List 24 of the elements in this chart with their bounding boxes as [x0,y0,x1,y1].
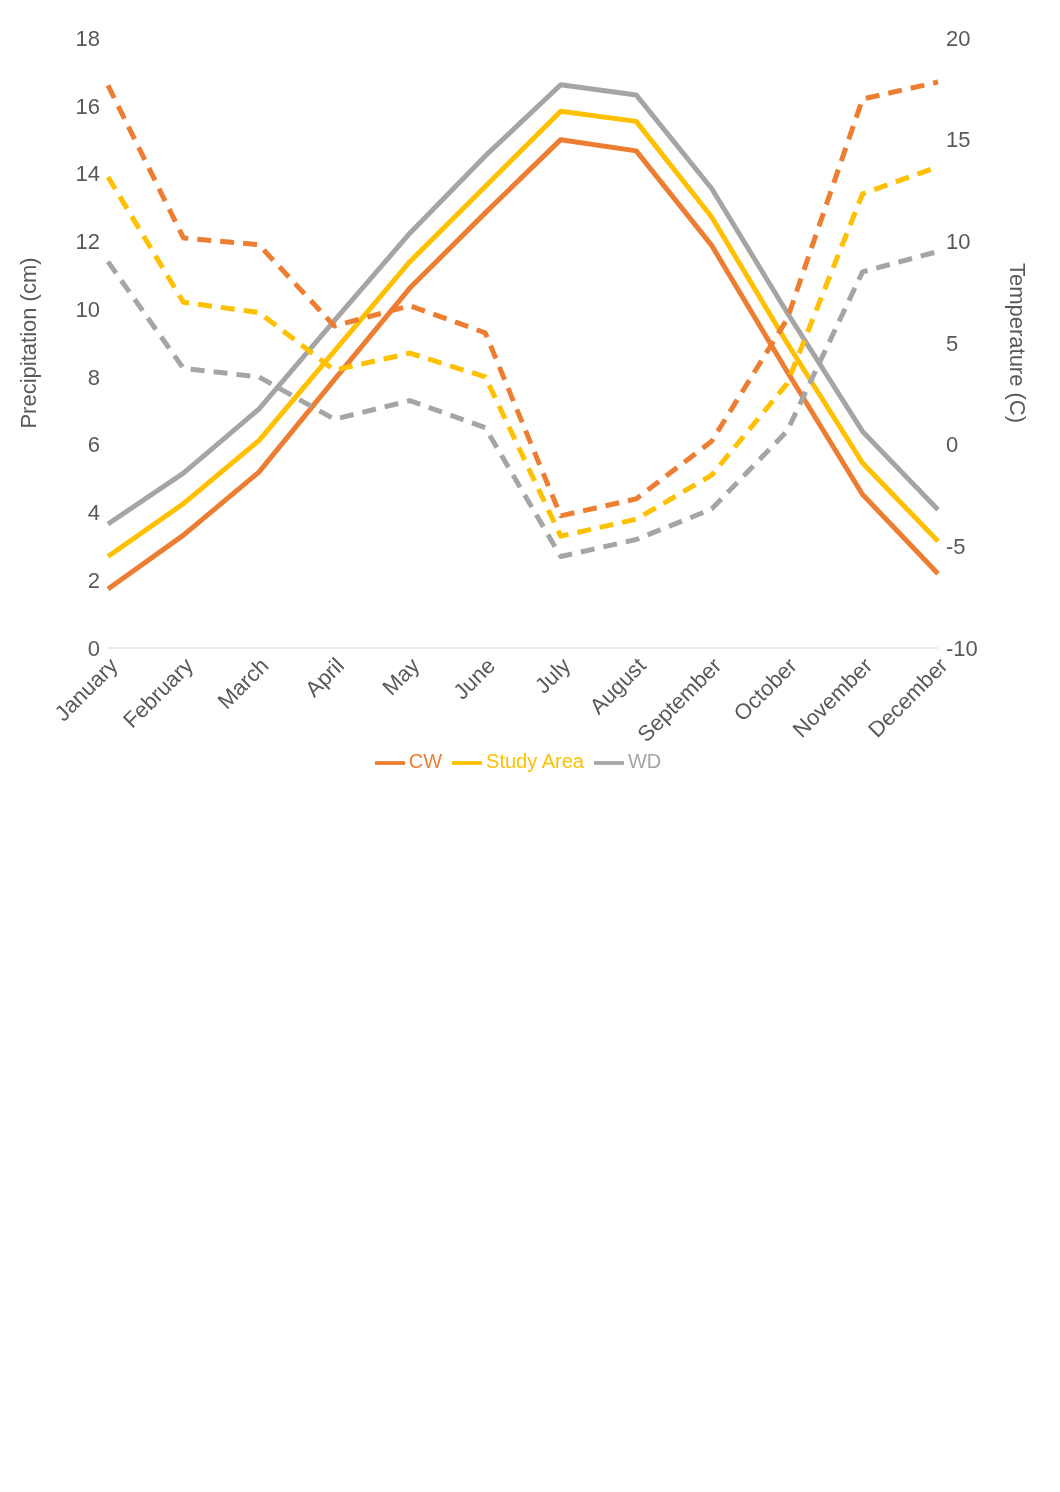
y-tick-label: 4 [87,500,100,526]
y2-tick-label: 10 [946,229,971,255]
y-tick-label: 6 [87,432,100,458]
y-tick-label: 12 [75,229,100,255]
y-tick-label: 8 [87,364,100,390]
y-tick-label: 16 [75,93,100,119]
legend-label: WD [627,750,662,773]
x-tick-label: May [377,652,425,700]
y-tick-label: 10 [75,296,100,322]
y2-tick-label: 20 [946,25,971,51]
y2-axis-title: Temperature (C) [1005,262,1031,424]
y2-tick-label: 5 [946,330,959,356]
y2-tick-label: 15 [946,127,971,153]
y-tick-label: 0 [87,635,100,661]
y-tick-label: 2 [87,568,100,594]
y-tick-label: 18 [75,25,100,51]
y-tick-label: 14 [75,161,100,187]
y2-tick-label: -10 [946,635,978,661]
y2-tick-label: 0 [946,432,959,458]
y2-tick-label: -5 [946,534,966,560]
x-tick-label: July [529,652,576,699]
legend-label: Study Area [486,750,584,773]
y-axis-title: Precipitation (cm) [15,257,41,429]
legend-label: CW [408,750,443,773]
